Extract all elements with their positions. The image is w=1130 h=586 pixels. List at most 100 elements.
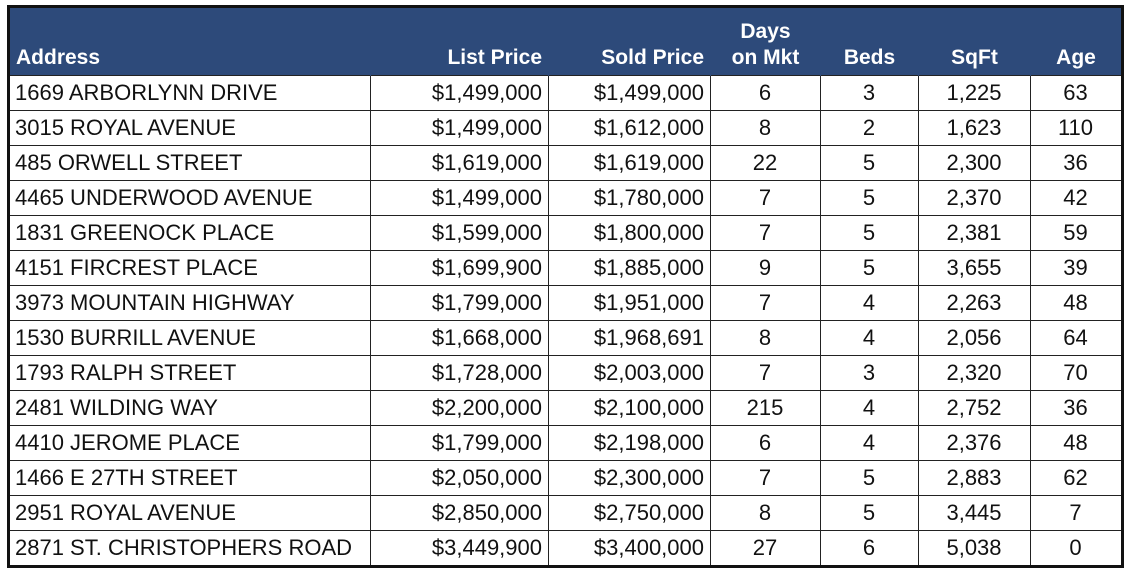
table-cell: 63 — [1030, 75, 1123, 111]
table-row: 1831 GREENOCK PLACE $1,599,000 $1,800,000 7… — [8, 215, 1123, 251]
table-cell: 2,300 — [918, 145, 1031, 181]
table-cell: 7 — [710, 215, 821, 251]
table-cell: 8 — [710, 495, 821, 531]
table-cell: 3,655 — [918, 250, 1031, 286]
table-cell: 5 — [820, 215, 919, 251]
table-cell: 7 — [710, 460, 821, 496]
table-cell: 4465 UNDERWOOD AVENUE — [8, 180, 371, 216]
table-cell: $1,499,000 — [370, 75, 549, 111]
table-body: 1669 ARBORLYNN DRIVE $1,499,000 $1,499,000… — [8, 75, 1123, 567]
table-cell: $1,599,000 — [370, 215, 549, 251]
table-cell: $2,100,000 — [548, 390, 711, 426]
table-cell: 2,370 — [918, 180, 1031, 216]
table-cell: 2,056 — [918, 320, 1031, 356]
table-cell: 5 — [820, 180, 919, 216]
table-row: 2951 ROYAL AVENUE $2,850,000 $2,750,000 8 5 3… — [8, 495, 1123, 531]
table-cell: 7 — [710, 355, 821, 391]
table-cell: 1793 RALPH STREET — [8, 355, 371, 391]
table-cell: 48 — [1030, 285, 1123, 321]
table-cell: 1466 E 27TH STREET — [8, 460, 371, 496]
table-cell: 22 — [710, 145, 821, 181]
table-cell: $1,619,000 — [370, 145, 549, 181]
table-cell: 7 — [1030, 495, 1123, 531]
table-cell: $1,951,000 — [548, 285, 711, 321]
column-header: List Price — [370, 6, 549, 76]
column-header: SqFt — [918, 6, 1031, 76]
table-cell: 5 — [820, 460, 919, 496]
table-cell: 7 — [710, 180, 821, 216]
table-cell: 485 ORWELL STREET — [8, 145, 371, 181]
table-cell: 3 — [820, 75, 919, 111]
table-cell: 4151 FIRCREST PLACE — [8, 250, 371, 286]
table-cell: $1,799,000 — [370, 425, 549, 461]
table-cell: $2,200,000 — [370, 390, 549, 426]
table-cell: 4 — [820, 425, 919, 461]
table-cell: 6 — [710, 75, 821, 111]
table-cell: 5,038 — [918, 530, 1031, 567]
table-cell: 3,445 — [918, 495, 1031, 531]
table-cell: 36 — [1030, 145, 1123, 181]
table-cell: 1,225 — [918, 75, 1031, 111]
table-cell: 1831 GREENOCK PLACE — [8, 215, 371, 251]
table-cell: $2,750,000 — [548, 495, 711, 531]
table-cell: $2,850,000 — [370, 495, 549, 531]
table-cell: $1,499,000 — [370, 110, 549, 146]
table-cell: $1,780,000 — [548, 180, 711, 216]
table-cell: $2,198,000 — [548, 425, 711, 461]
table-cell: $2,050,000 — [370, 460, 549, 496]
table-cell: 110 — [1030, 110, 1123, 146]
table-cell: 5 — [820, 145, 919, 181]
table-cell: 2,752 — [918, 390, 1031, 426]
table-cell: $3,449,900 — [370, 530, 549, 567]
table-cell: 2,381 — [918, 215, 1031, 251]
column-header: Beds — [820, 6, 919, 76]
header-row: Address List Price Sold Price Days on Mkt Be… — [8, 6, 1123, 76]
table-cell: 3 — [820, 355, 919, 391]
table-cell: 36 — [1030, 390, 1123, 426]
table-cell: 42 — [1030, 180, 1123, 216]
table-cell: $1,668,000 — [370, 320, 549, 356]
table-cell: 8 — [710, 320, 821, 356]
table-cell: 2,883 — [918, 460, 1031, 496]
table-cell: 7 — [710, 285, 821, 321]
table-row: 1793 RALPH STREET $1,728,000 $2,003,000 7 3 2… — [8, 355, 1123, 391]
table-cell: $2,300,000 — [548, 460, 711, 496]
table-cell: 2951 ROYAL AVENUE — [8, 495, 371, 531]
table-cell: 64 — [1030, 320, 1123, 356]
table-row: 485 ORWELL STREET $1,619,000 $1,619,000 22 5… — [8, 145, 1123, 181]
table-cell: 0 — [1030, 530, 1123, 567]
table-cell: 4 — [820, 320, 919, 356]
table-cell: $1,699,900 — [370, 250, 549, 286]
table-cell: 9 — [710, 250, 821, 286]
table-cell: 8 — [710, 110, 821, 146]
table-cell: 5 — [820, 495, 919, 531]
table-cell: 3973 MOUNTAIN HIGHWAY — [8, 285, 371, 321]
table-row: 2481 WILDING WAY $2,200,000 $2,100,000 215 4… — [8, 390, 1123, 426]
table-cell: 2,263 — [918, 285, 1031, 321]
table-cell: 2871 ST. CHRISTOPHERS ROAD — [8, 530, 371, 567]
column-header: Sold Price — [548, 6, 711, 76]
table-cell: $1,800,000 — [548, 215, 711, 251]
table-row: 1530 BURRILL AVENUE $1,668,000 $1,968,691 8… — [8, 320, 1123, 356]
table-cell: 1,623 — [918, 110, 1031, 146]
table-cell: 70 — [1030, 355, 1123, 391]
table-cell: 1669 ARBORLYNN DRIVE — [8, 75, 371, 111]
table-cell: $2,003,000 — [548, 355, 711, 391]
column-header: Days on Mkt — [710, 6, 821, 76]
table-cell: 4 — [820, 390, 919, 426]
table-row: 3973 MOUNTAIN HIGHWAY $1,799,000 $1,951,00… — [8, 285, 1123, 321]
table-cell: 39 — [1030, 250, 1123, 286]
table-cell: 4 — [820, 285, 919, 321]
table-cell: 59 — [1030, 215, 1123, 251]
table-cell: 2,320 — [918, 355, 1031, 391]
table-cell: 27 — [710, 530, 821, 567]
table-cell: $1,968,691 — [548, 320, 711, 356]
table-cell: 3015 ROYAL AVENUE — [8, 110, 371, 146]
table-row: 4465 UNDERWOOD AVENUE $1,499,000 $1,780,00… — [8, 180, 1123, 216]
table-cell: $1,728,000 — [370, 355, 549, 391]
table-row: 2871 ST. CHRISTOPHERS ROAD $3,449,900 $3,4… — [8, 530, 1123, 567]
table-row: 4151 FIRCREST PLACE $1,699,900 $1,885,000 9… — [8, 250, 1123, 286]
table-cell: $1,885,000 — [548, 250, 711, 286]
table-cell: $1,499,000 — [548, 75, 711, 111]
